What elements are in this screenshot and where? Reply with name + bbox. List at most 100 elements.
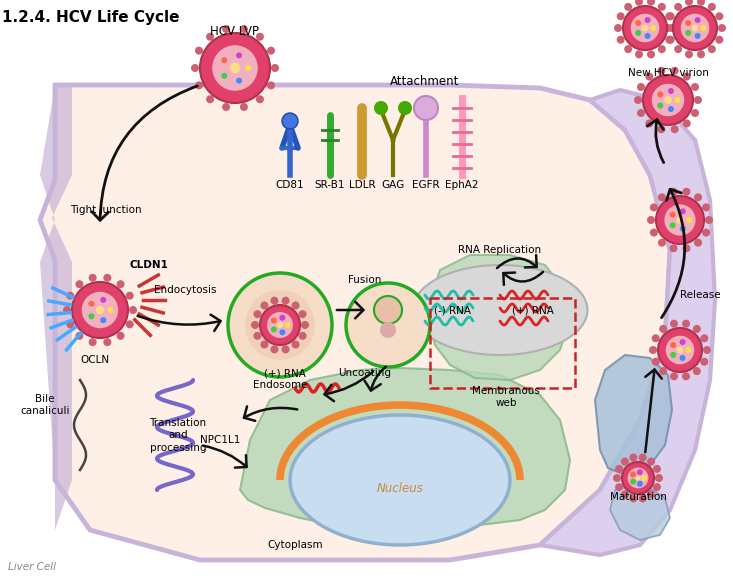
Circle shape [271,64,279,72]
Polygon shape [40,85,72,530]
Text: Bile
canaliculi: Bile canaliculi [21,394,70,416]
Text: New HCV virion: New HCV virion [627,68,708,78]
Circle shape [256,33,264,41]
Circle shape [637,83,645,91]
Circle shape [96,306,104,314]
Text: Attachment: Attachment [390,75,460,88]
Circle shape [650,228,658,237]
Circle shape [636,475,641,480]
Circle shape [700,25,707,31]
Circle shape [240,103,248,111]
Circle shape [656,196,704,244]
Circle shape [682,372,690,380]
Circle shape [691,83,699,91]
Circle shape [715,12,723,21]
Text: HCV LVP: HCV LVP [210,25,259,38]
Circle shape [694,239,702,247]
Circle shape [682,244,690,252]
Circle shape [292,302,300,309]
Circle shape [670,320,678,328]
Circle shape [686,217,692,223]
Circle shape [636,30,641,36]
Circle shape [668,88,674,94]
Circle shape [301,321,309,329]
Circle shape [658,193,666,201]
Text: OCLN: OCLN [81,355,109,365]
Circle shape [671,67,679,75]
Circle shape [658,67,666,75]
Circle shape [708,45,716,53]
Circle shape [715,36,723,43]
Circle shape [667,12,674,21]
Circle shape [374,296,402,324]
Circle shape [206,33,214,41]
Circle shape [281,345,290,353]
Text: Release: Release [679,290,721,300]
Circle shape [627,468,649,488]
Circle shape [616,12,625,21]
Text: (+) RNA: (+) RNA [512,305,554,315]
Circle shape [677,217,684,224]
Circle shape [652,84,684,116]
Text: Membranous
web: Membranous web [472,386,540,409]
Circle shape [246,65,251,71]
Circle shape [655,474,663,482]
Circle shape [679,355,685,361]
Circle shape [670,352,677,358]
Circle shape [236,77,242,84]
Circle shape [298,332,306,340]
Circle shape [616,36,625,43]
Circle shape [82,292,118,328]
Circle shape [652,357,660,366]
Circle shape [72,282,128,338]
Text: EGFR: EGFR [412,180,440,190]
Circle shape [222,103,230,111]
Circle shape [256,95,264,103]
Circle shape [674,97,680,103]
Circle shape [630,454,637,461]
Circle shape [685,0,693,6]
Circle shape [718,24,726,32]
Circle shape [222,25,230,33]
Circle shape [644,17,651,23]
Circle shape [292,340,300,349]
Circle shape [695,33,701,39]
Circle shape [693,325,701,333]
Circle shape [670,342,677,348]
Circle shape [653,483,661,491]
Circle shape [658,45,666,53]
Circle shape [685,347,691,353]
Circle shape [667,36,674,43]
Circle shape [681,14,710,42]
Circle shape [630,471,636,477]
Text: (-) RNA: (-) RNA [435,305,471,315]
Circle shape [685,20,691,26]
Text: Uncoating: Uncoating [339,368,391,378]
Circle shape [277,322,283,328]
Circle shape [700,357,708,366]
Circle shape [670,212,676,218]
Text: Endocytosis: Endocytosis [154,285,216,295]
Circle shape [647,0,655,6]
Circle shape [271,318,277,323]
Text: Nucleus: Nucleus [377,481,424,494]
Circle shape [637,469,643,475]
Circle shape [298,310,306,318]
Circle shape [254,310,262,318]
Circle shape [664,24,672,32]
Polygon shape [595,355,672,475]
Circle shape [705,216,713,224]
Circle shape [630,494,637,502]
Circle shape [658,328,702,372]
Circle shape [697,50,705,58]
Circle shape [267,46,275,55]
Circle shape [647,50,655,58]
Circle shape [346,283,430,367]
Circle shape [195,46,203,55]
Circle shape [117,280,125,288]
Circle shape [260,302,268,309]
Circle shape [622,462,654,494]
Circle shape [625,3,632,11]
Circle shape [685,50,693,58]
Circle shape [685,30,691,36]
